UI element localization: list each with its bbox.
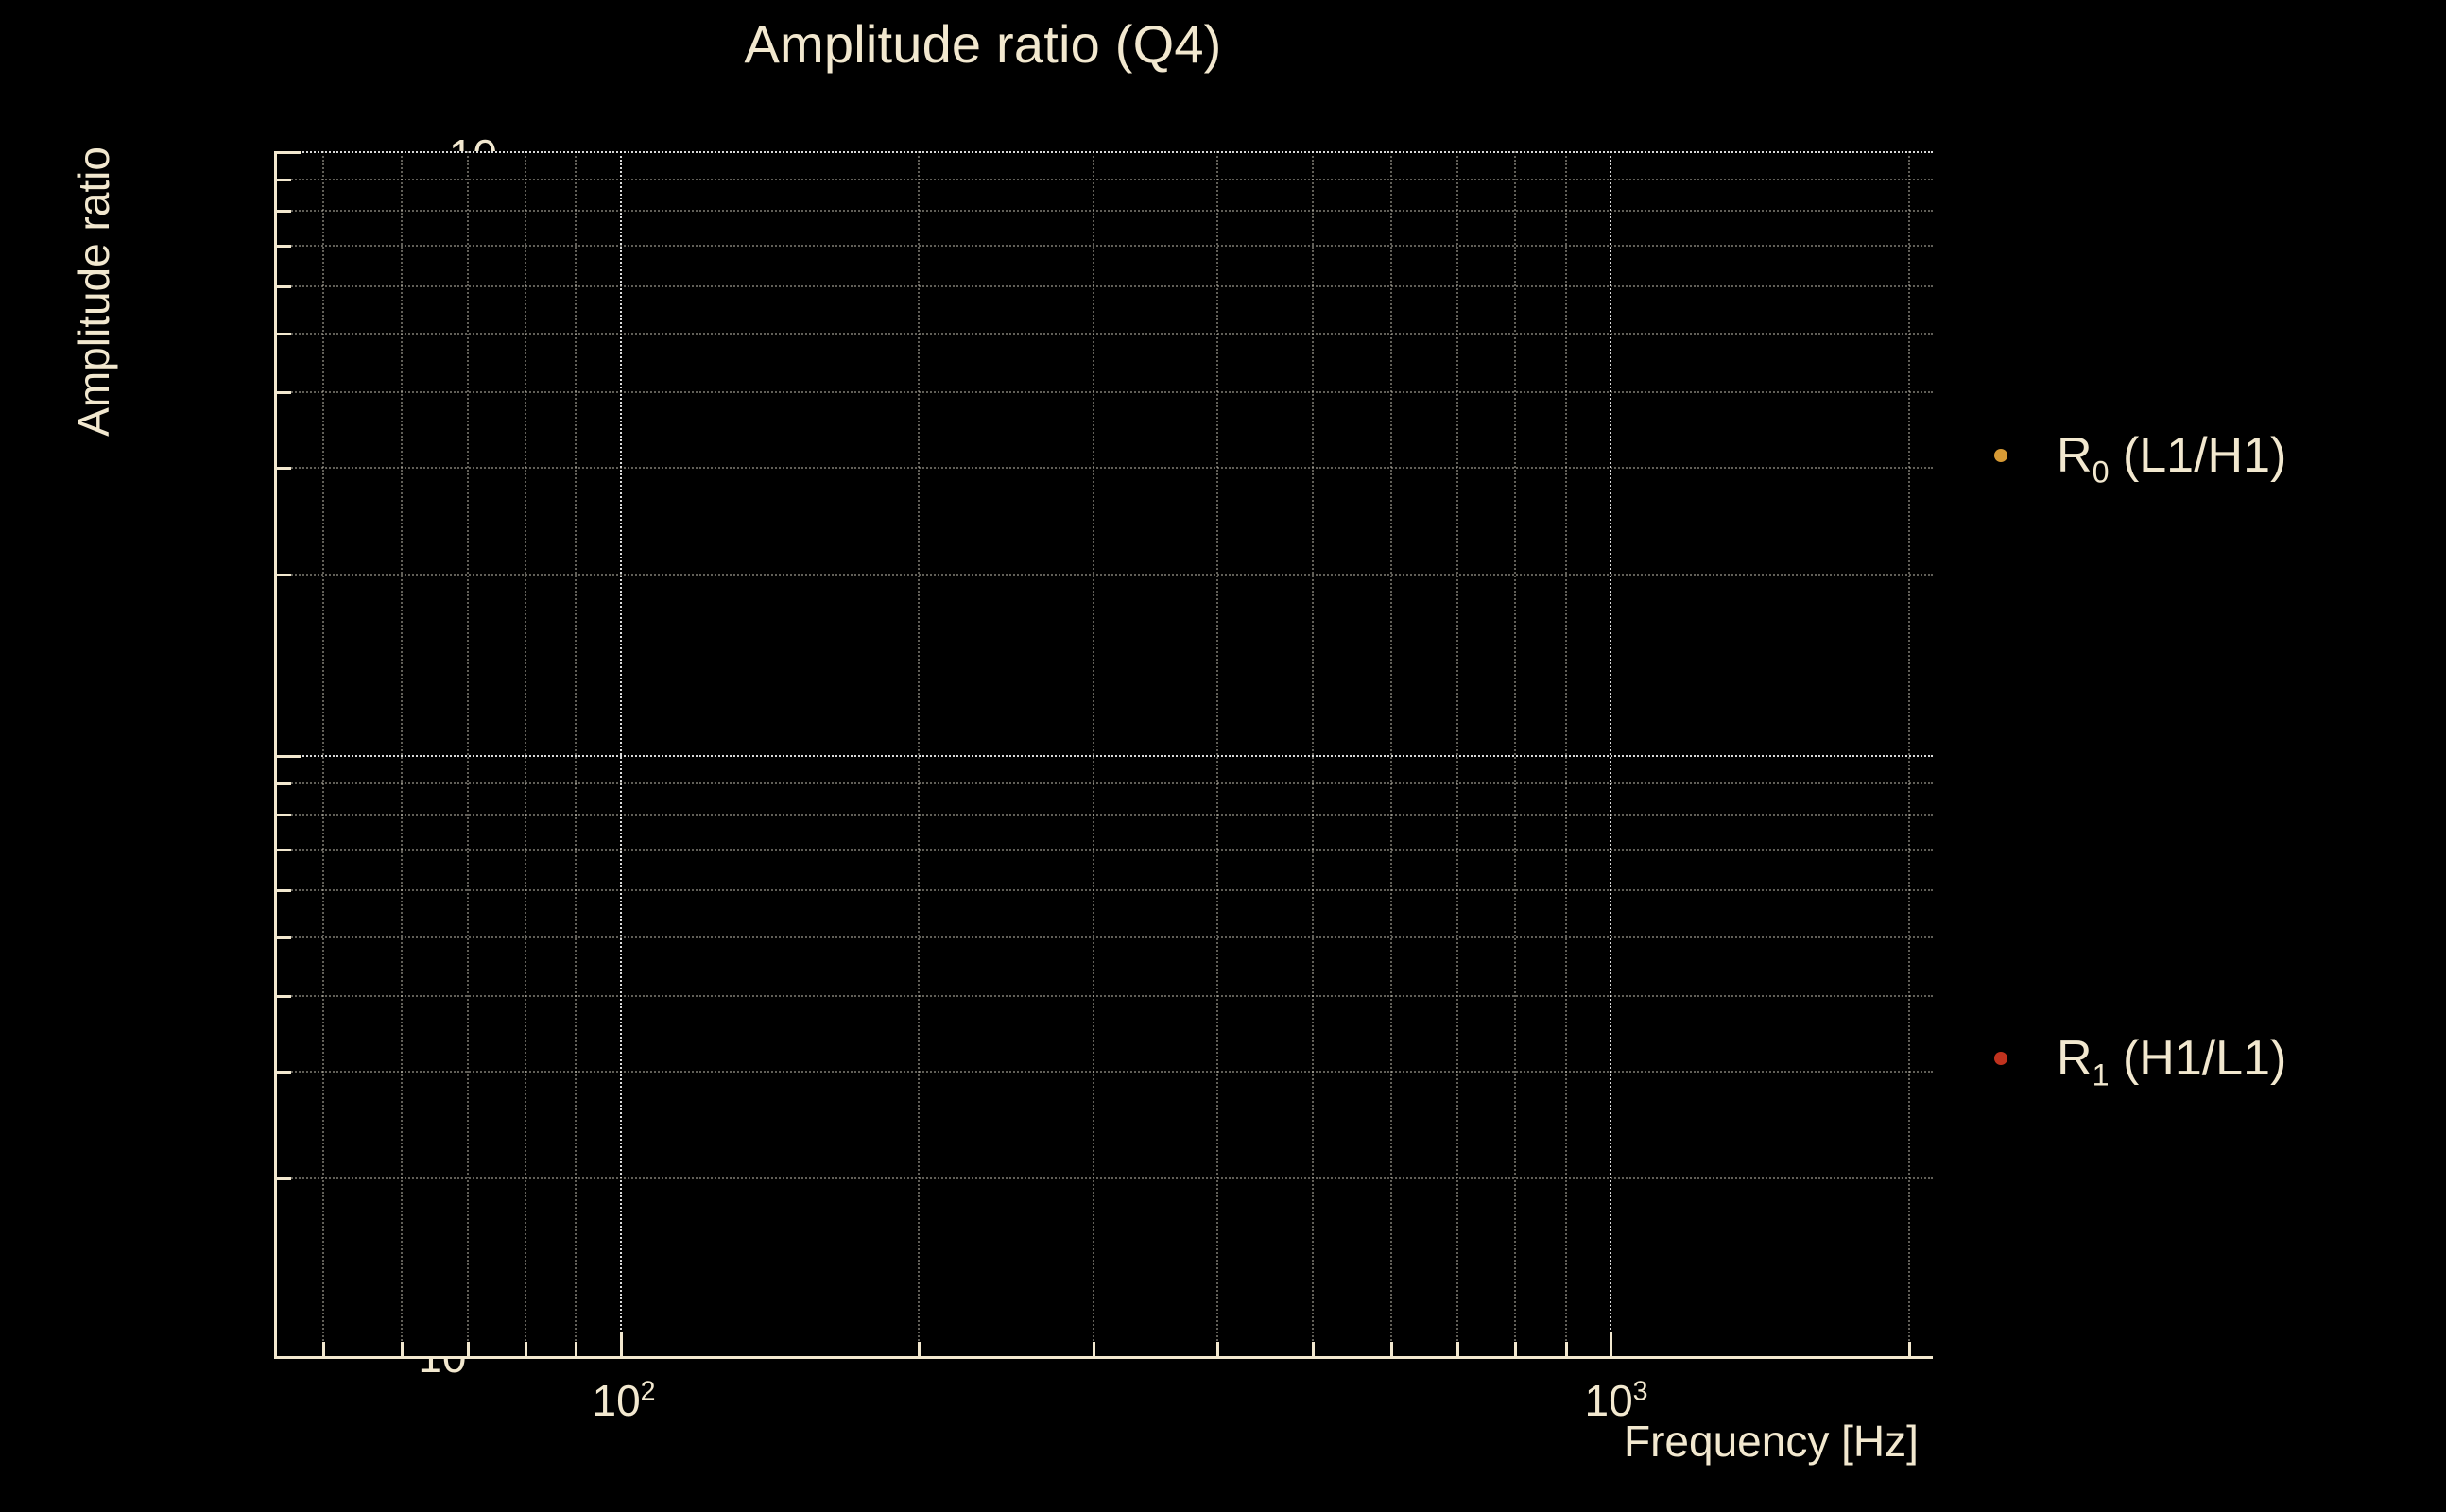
- x-axis-tick: [400, 1342, 404, 1356]
- legend-entry-r0[interactable]: R0 (L1/H1): [1994, 427, 2287, 490]
- gridline-horizontal: [277, 467, 1933, 470]
- y-axis-tick: [277, 848, 291, 851]
- gridline-vertical: [321, 151, 324, 1356]
- gridline-horizontal: [277, 151, 1933, 153]
- page-title: Amplitude ratio (Q4): [744, 14, 1222, 74]
- gridline-horizontal: [277, 391, 1933, 394]
- x-tick-label-1000-base: 10: [1584, 1376, 1633, 1425]
- gridline-vertical: [575, 151, 577, 1356]
- x-axis-tick: [1215, 1342, 1219, 1356]
- x-axis-tick: [918, 1342, 922, 1356]
- y-axis-tick: [277, 467, 291, 471]
- y-axis-tick: [277, 209, 291, 213]
- x-tick-label-100-exp: 2: [640, 1376, 656, 1407]
- y-axis-tick: [277, 936, 291, 940]
- y-axis-tick: [277, 573, 291, 576]
- y-axis-title: Amplitude ratio: [69, 146, 118, 437]
- gridline-horizontal: [277, 995, 1933, 998]
- x-axis-tick: [1907, 1342, 1911, 1356]
- x-axis-tick: [1092, 1342, 1095, 1356]
- plot-area: [274, 151, 1933, 1359]
- gridline-horizontal: [277, 848, 1933, 850]
- x-axis-tick: [1390, 1342, 1394, 1356]
- grid-layer: [277, 151, 1933, 1356]
- gridline-horizontal: [277, 209, 1933, 212]
- legend-marker-r1-icon: [1994, 1052, 2007, 1065]
- legend-entry-r1[interactable]: R1 (H1/L1): [1994, 1030, 2287, 1092]
- y-axis-tick: [277, 1177, 291, 1180]
- gridline-vertical: [620, 151, 623, 1356]
- x-axis-tick: [1513, 1342, 1517, 1356]
- x-axis-tick: [1312, 1342, 1316, 1356]
- y-axis-tick: [277, 755, 301, 758]
- x-axis-tick: [321, 1342, 325, 1356]
- gridline-horizontal: [277, 1177, 1933, 1179]
- gridline-vertical: [1907, 151, 1910, 1356]
- y-axis-tick: [277, 888, 291, 892]
- x-axis-tick: [620, 1332, 624, 1356]
- y-axis-tick: [277, 995, 291, 999]
- gridline-vertical: [400, 151, 403, 1356]
- gridline-horizontal: [277, 888, 1933, 891]
- x-tick-label-100: 102: [592, 1375, 655, 1426]
- x-axis-title: Frequency [Hz]: [1624, 1417, 1919, 1466]
- y-axis-tick: [277, 391, 291, 395]
- gridline-horizontal: [277, 782, 1933, 785]
- legend-label-r0: R0 (L1/H1): [2057, 428, 2287, 490]
- x-tick-label-100-base: 10: [592, 1376, 641, 1425]
- tick-layer: [277, 151, 1933, 1356]
- gridline-vertical: [1610, 151, 1612, 1356]
- legend-label-r1: R1 (H1/L1): [2057, 1031, 2287, 1092]
- y-axis-tick: [277, 813, 291, 816]
- gridline-vertical: [524, 151, 526, 1356]
- gridline-horizontal: [277, 179, 1933, 181]
- x-axis-tick: [1564, 1342, 1568, 1356]
- y-axis-tick: [277, 1071, 291, 1074]
- y-axis-tick: [277, 284, 291, 288]
- gridline-vertical: [466, 151, 469, 1356]
- gridline-vertical: [1312, 151, 1315, 1356]
- y-axis-tick: [277, 179, 291, 182]
- gridline-horizontal: [277, 813, 1933, 816]
- x-axis-tick: [524, 1342, 527, 1356]
- gridline-vertical: [1513, 151, 1516, 1356]
- gridline-horizontal: [277, 936, 1933, 939]
- gridline-horizontal: [277, 284, 1933, 287]
- legend: R0 (L1/H1) R1 (H1/L1): [1994, 0, 2438, 1512]
- gridline-vertical: [918, 151, 921, 1356]
- x-axis-tick: [466, 1342, 470, 1356]
- gridline-horizontal: [277, 244, 1933, 247]
- gridline-horizontal: [277, 755, 1933, 757]
- x-axis-tick: [575, 1342, 578, 1356]
- x-tick-label-1000: 103: [1584, 1375, 1647, 1426]
- gridline-vertical: [1215, 151, 1218, 1356]
- y-axis-tick: [277, 333, 291, 336]
- gridline-vertical: [1456, 151, 1459, 1356]
- x-axis-tick: [1610, 1332, 1613, 1356]
- y-axis-tick: [277, 782, 291, 786]
- legend-marker-r0-icon: [1994, 449, 2007, 462]
- gridline-horizontal: [277, 1071, 1933, 1074]
- gridline-horizontal: [277, 333, 1933, 335]
- x-tick-label-1000-exp: 3: [1632, 1376, 1648, 1407]
- gridline-horizontal: [277, 573, 1933, 576]
- gridline-vertical: [1564, 151, 1567, 1356]
- y-axis-tick: [277, 151, 301, 154]
- gridline-vertical: [1092, 151, 1094, 1356]
- gridline-vertical: [1390, 151, 1393, 1356]
- x-axis-tick: [1456, 1342, 1460, 1356]
- y-axis-tick: [277, 244, 291, 248]
